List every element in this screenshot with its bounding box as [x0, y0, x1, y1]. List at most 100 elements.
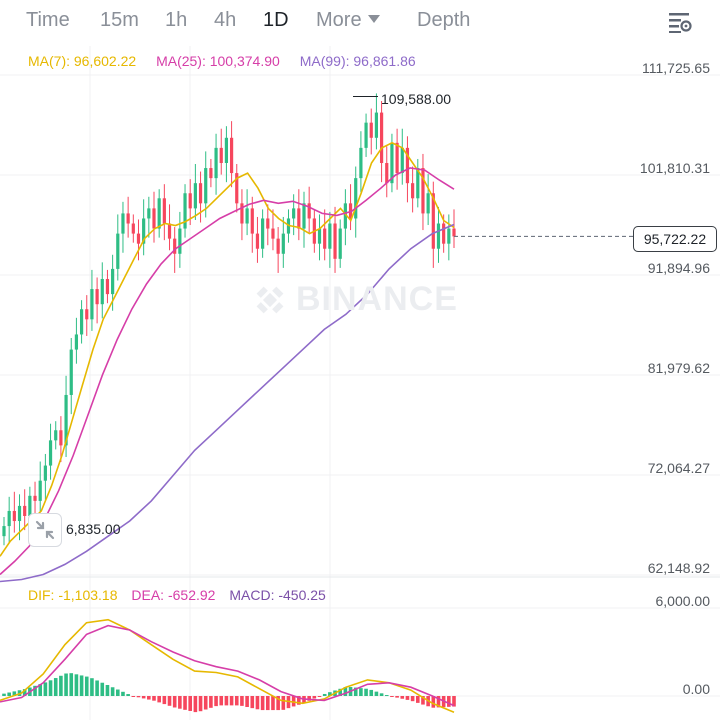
price-axis-label: 91,894.96	[648, 260, 710, 276]
candle-body	[162, 198, 166, 224]
macd-histogram-bar	[167, 696, 172, 706]
candle-body	[395, 142, 399, 174]
candle-body	[328, 223, 332, 249]
tab-depth[interactable]: Depth	[417, 9, 471, 31]
candle-body	[95, 289, 99, 305]
tab-more-label: More	[316, 9, 362, 31]
macd-histogram-bar	[59, 675, 63, 696]
tab-1d[interactable]: 1D	[263, 9, 289, 31]
candle-body	[271, 228, 275, 239]
candle-body	[7, 510, 11, 527]
macd-histogram-bar	[48, 680, 53, 696]
candle-body	[281, 233, 285, 254]
candle-body	[136, 233, 141, 244]
caret-down-icon	[367, 14, 380, 23]
price-axis-label: 101,810.31	[640, 160, 710, 176]
macd-legend: DIF: -1,103.18 DEA: -652.92 MACD: -450.2…	[28, 587, 336, 603]
tab-more[interactable]: More	[316, 9, 380, 32]
macd-histogram-bar	[178, 696, 182, 709]
candle-body	[333, 223, 337, 259]
candle-body	[214, 147, 218, 179]
candle-body	[2, 526, 6, 537]
candle-body	[167, 223, 172, 239]
candle-body	[307, 203, 311, 219]
candle-body	[229, 137, 234, 174]
candle-body	[343, 203, 347, 229]
candle-body	[85, 309, 89, 320]
macd-histogram-bar	[317, 696, 322, 697]
macd-histogram-bar	[84, 676, 89, 696]
macd-histogram-bar	[121, 691, 125, 696]
macd-histogram-bar	[43, 682, 48, 696]
macd-histogram-bar	[183, 696, 187, 710]
candle-body	[54, 430, 58, 441]
candle-body	[183, 193, 187, 229]
macd-histogram-bar	[209, 696, 213, 708]
macd-axis-label: 6,000.00	[656, 593, 711, 609]
macd-histogram-bar	[260, 696, 265, 711]
macd-histogram-bar	[131, 696, 136, 697]
macd-histogram-bar	[395, 696, 399, 698]
candle-body	[121, 213, 125, 234]
candle-body	[69, 349, 73, 395]
macd-histogram-bar	[234, 696, 239, 706]
macd-histogram-bar	[271, 696, 275, 711]
macd-histogram-bar	[369, 689, 374, 696]
macd-histogram-bar	[384, 695, 389, 697]
candle-body	[219, 147, 223, 164]
macd-histogram-bar	[322, 693, 327, 696]
candle-body	[64, 394, 68, 446]
candle-body	[188, 193, 192, 209]
macd-histogram-bar	[90, 678, 94, 696]
candle-body	[204, 168, 208, 204]
candle-body	[105, 278, 110, 295]
price-axis-label: 81,979.62	[648, 360, 710, 376]
macd-histogram-bar	[219, 696, 224, 706]
tab-1h[interactable]: 1h	[165, 9, 188, 31]
candle-body	[198, 183, 203, 204]
candle-body	[416, 168, 420, 199]
candle-body	[390, 142, 394, 184]
macd-axis-label: 0.00	[683, 681, 710, 697]
candle-body	[323, 228, 327, 249]
macd-histogram-bar	[53, 678, 58, 696]
chart-settings-icon[interactable]	[666, 8, 694, 36]
candle-body	[12, 510, 16, 522]
current-price-tag[interactable]: 95,722.22	[633, 226, 717, 252]
macd-histogram-bar	[33, 685, 37, 696]
macd-histogram-bar	[447, 696, 451, 707]
candle-body	[338, 228, 342, 259]
candle-body	[405, 147, 410, 184]
macd-histogram-bar	[69, 673, 74, 696]
candle-body	[421, 168, 425, 214]
macd-histogram-bar	[328, 692, 332, 696]
tab-15m[interactable]: 15m	[100, 9, 139, 31]
candle-body	[255, 233, 260, 249]
macd-histogram-bar	[353, 687, 358, 696]
candle-body	[317, 228, 322, 244]
dif-line	[0, 618, 455, 713]
candle-body	[369, 122, 373, 138]
candle-body	[411, 183, 415, 199]
candle-body	[173, 238, 177, 254]
macd-histogram-bar	[2, 693, 6, 696]
macd-histogram-bar	[410, 696, 415, 702]
candle-body	[157, 198, 161, 229]
macd-histogram-bar	[214, 696, 218, 707]
macd-histogram-bar	[364, 688, 368, 696]
candle-body	[436, 223, 441, 249]
tab-4h[interactable]: 4h	[214, 9, 237, 31]
macd-histogram-bar	[136, 696, 141, 698]
candle-body	[193, 183, 197, 209]
candle-body	[354, 178, 358, 219]
tab-time[interactable]: Time	[26, 9, 70, 31]
macd-histogram-bar	[265, 696, 270, 711]
macd-histogram-bar	[147, 696, 151, 700]
collapse-button[interactable]	[28, 513, 62, 547]
high-price-label: 109,588.00	[381, 91, 452, 107]
macd-histogram-bar	[240, 696, 244, 706]
macd-histogram-bar	[22, 689, 27, 696]
macd-histogram-bar	[359, 688, 363, 696]
macd-histogram-bar	[297, 696, 301, 705]
